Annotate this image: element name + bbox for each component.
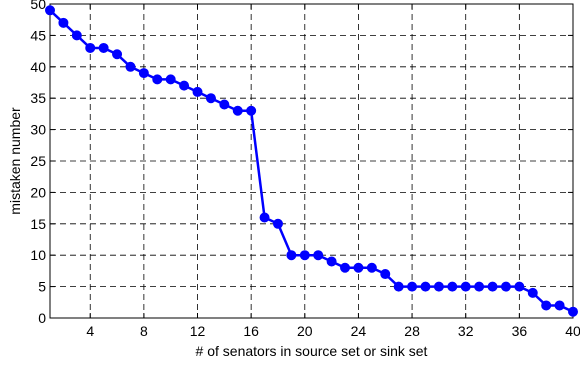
x-tick-label: 36 — [512, 323, 528, 339]
data-point — [286, 250, 297, 261]
data-point — [313, 250, 324, 261]
data-point — [500, 281, 511, 292]
data-point — [487, 281, 498, 292]
data-point — [192, 86, 203, 97]
data-point — [340, 262, 351, 273]
data-point — [326, 256, 337, 267]
x-axis-ticks: 4 8 12 16 20 24 28 32 36 40 — [86, 4, 580, 339]
series-line — [49, 9, 574, 313]
data-point — [259, 212, 270, 223]
data-point — [420, 281, 431, 292]
data-point — [246, 105, 257, 116]
y-tick-label: 0 — [38, 310, 46, 326]
data-point — [299, 250, 310, 261]
data-point — [138, 68, 149, 79]
data-point — [205, 93, 216, 104]
x-tick-label: 32 — [458, 323, 474, 339]
data-point — [165, 74, 176, 85]
data-point — [393, 281, 404, 292]
series-group — [45, 5, 578, 317]
y-tick-label: 30 — [30, 122, 46, 138]
data-point — [460, 281, 471, 292]
data-point — [179, 80, 190, 91]
y-tick-label: 10 — [30, 247, 46, 263]
y-tick-label: 50 — [30, 0, 46, 12]
x-tick-label: 4 — [86, 323, 94, 339]
x-axis-label: # of senators in source set or sink set — [196, 343, 428, 359]
y-tick-label: 40 — [30, 59, 46, 75]
data-point — [554, 300, 565, 311]
data-point — [85, 42, 96, 53]
y-tick-label: 35 — [30, 90, 46, 106]
data-point — [219, 99, 230, 110]
data-point — [125, 61, 136, 72]
x-tick-label: 8 — [140, 323, 148, 339]
x-tick-label: 28 — [404, 323, 420, 339]
data-point — [407, 281, 418, 292]
y-axis-ticks: 0 5 10 15 20 25 30 35 40 45 50 — [30, 0, 573, 326]
y-tick-label: 45 — [30, 27, 46, 43]
data-point — [232, 105, 243, 116]
x-tick-label: 16 — [243, 323, 259, 339]
data-point — [58, 17, 69, 28]
data-point — [366, 262, 377, 273]
y-tick-label: 5 — [38, 279, 46, 295]
y-tick-label: 20 — [30, 184, 46, 200]
y-tick-label: 15 — [30, 216, 46, 232]
data-point — [380, 269, 391, 280]
data-point — [98, 42, 109, 53]
data-point — [527, 287, 538, 298]
data-point — [272, 218, 283, 229]
data-point — [474, 281, 485, 292]
data-point — [112, 49, 123, 60]
y-tick-label: 25 — [30, 153, 46, 169]
x-tick-label: 20 — [297, 323, 313, 339]
grid-lines — [50, 4, 573, 318]
data-point — [447, 281, 458, 292]
x-tick-label: 40 — [565, 323, 580, 339]
x-tick-label: 24 — [351, 323, 367, 339]
data-point — [71, 30, 82, 41]
data-point — [514, 281, 525, 292]
y-axis-label: mistaken number — [7, 107, 23, 215]
data-point — [353, 262, 364, 273]
x-tick-label: 12 — [190, 323, 206, 339]
data-point — [433, 281, 444, 292]
data-point — [568, 306, 578, 317]
data-point — [152, 74, 163, 85]
data-point — [45, 5, 55, 16]
data-point — [541, 300, 552, 311]
